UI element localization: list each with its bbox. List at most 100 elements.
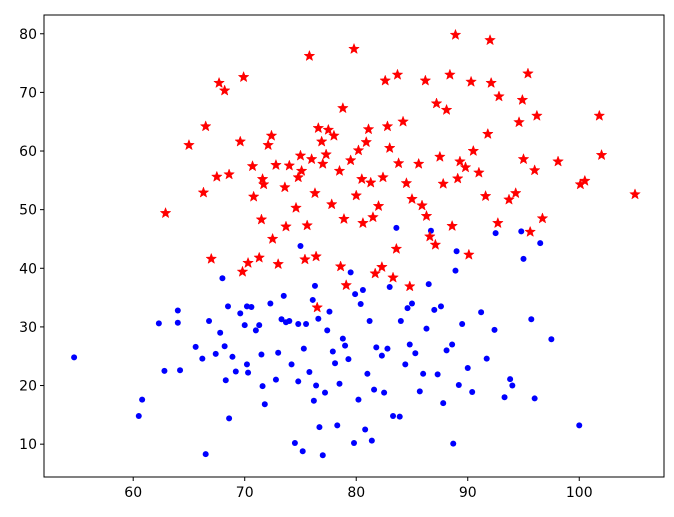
dot-point bbox=[192, 343, 199, 350]
dot-point bbox=[509, 382, 516, 389]
dot-point bbox=[332, 360, 339, 367]
star-point bbox=[309, 187, 321, 199]
star-point bbox=[303, 49, 316, 62]
star-point bbox=[295, 164, 308, 176]
dot-point bbox=[416, 388, 423, 395]
plot-frame bbox=[43, 14, 665, 478]
star-point bbox=[481, 127, 494, 140]
star-point bbox=[197, 186, 210, 198]
star-point bbox=[412, 157, 425, 169]
dot-point bbox=[272, 376, 279, 383]
dot-point bbox=[303, 320, 310, 327]
star-point bbox=[443, 68, 456, 80]
star-point bbox=[360, 136, 373, 148]
x-tick-label: 60 bbox=[124, 485, 142, 501]
dot-point bbox=[278, 316, 285, 323]
dot-point bbox=[368, 437, 375, 444]
star-point bbox=[322, 123, 335, 135]
dot-point bbox=[319, 452, 326, 459]
dot-point bbox=[386, 284, 393, 291]
dot-point bbox=[390, 413, 397, 420]
star-point bbox=[310, 250, 322, 262]
star-point bbox=[467, 144, 480, 157]
star-point bbox=[265, 129, 278, 141]
y-tick-label: 80 bbox=[19, 27, 37, 43]
star-point bbox=[595, 148, 608, 161]
dot-point bbox=[174, 319, 181, 326]
star-point bbox=[253, 251, 266, 263]
dot-point bbox=[291, 439, 298, 446]
star-point bbox=[503, 193, 515, 205]
dot-point bbox=[371, 386, 378, 393]
dot-point bbox=[237, 310, 244, 317]
dot-point bbox=[313, 382, 320, 389]
dot-point bbox=[449, 341, 456, 348]
dot-point bbox=[212, 350, 219, 357]
dot-point bbox=[256, 322, 263, 329]
star-point bbox=[593, 109, 606, 121]
dot-point bbox=[221, 343, 228, 350]
star-point bbox=[344, 154, 357, 166]
dot-point bbox=[364, 370, 371, 377]
dot-point bbox=[280, 292, 287, 299]
dot-point bbox=[139, 396, 146, 403]
star-point bbox=[524, 225, 537, 237]
dot-point bbox=[352, 291, 359, 298]
dot-point bbox=[288, 361, 295, 368]
star-point bbox=[236, 265, 249, 277]
star-point bbox=[522, 67, 534, 79]
star-point bbox=[493, 90, 505, 102]
dot-point bbox=[452, 267, 459, 274]
dot-point bbox=[402, 361, 409, 368]
dot-point bbox=[229, 353, 236, 360]
dot-point bbox=[226, 415, 233, 422]
star-point bbox=[420, 209, 433, 222]
dot-point bbox=[518, 228, 525, 235]
star-point bbox=[516, 93, 529, 106]
star-point bbox=[372, 199, 385, 212]
star-point bbox=[199, 120, 212, 132]
star-point bbox=[454, 155, 466, 167]
star-point bbox=[305, 153, 318, 165]
star-point bbox=[403, 280, 416, 292]
star-point bbox=[328, 129, 340, 141]
star-point bbox=[552, 155, 564, 167]
star-point bbox=[257, 178, 270, 190]
dot-point bbox=[373, 344, 380, 351]
dot-point bbox=[450, 440, 457, 447]
dot-point bbox=[224, 303, 231, 310]
star-point bbox=[517, 153, 530, 165]
star-point bbox=[400, 177, 413, 189]
star-point bbox=[270, 158, 282, 171]
star-point bbox=[416, 199, 428, 211]
dot-point bbox=[155, 320, 162, 327]
dot-point bbox=[425, 281, 432, 288]
dot-point bbox=[326, 308, 333, 315]
dot-point bbox=[437, 303, 444, 310]
dot-point bbox=[71, 354, 78, 361]
dot-point bbox=[420, 370, 427, 377]
dot-point bbox=[378, 352, 385, 359]
dot-point bbox=[267, 300, 274, 307]
dot-point bbox=[412, 350, 419, 357]
star-point bbox=[485, 76, 498, 89]
x-tick-label: 100 bbox=[566, 485, 593, 501]
dot-point bbox=[206, 318, 213, 325]
star-point bbox=[315, 135, 328, 147]
y-tick-label: 40 bbox=[19, 261, 37, 277]
dot-point bbox=[440, 400, 447, 407]
dot-point bbox=[232, 368, 239, 375]
star-point bbox=[381, 120, 394, 132]
dot-point bbox=[199, 355, 206, 362]
star-point bbox=[278, 181, 291, 193]
y-tick-label: 20 bbox=[19, 379, 37, 395]
star-point bbox=[387, 271, 399, 283]
y-tick-label: 10 bbox=[19, 437, 37, 453]
star-point bbox=[462, 248, 475, 260]
star-point bbox=[397, 115, 409, 127]
dot-point bbox=[492, 230, 499, 237]
star-point bbox=[629, 188, 641, 200]
star-point bbox=[213, 76, 225, 89]
